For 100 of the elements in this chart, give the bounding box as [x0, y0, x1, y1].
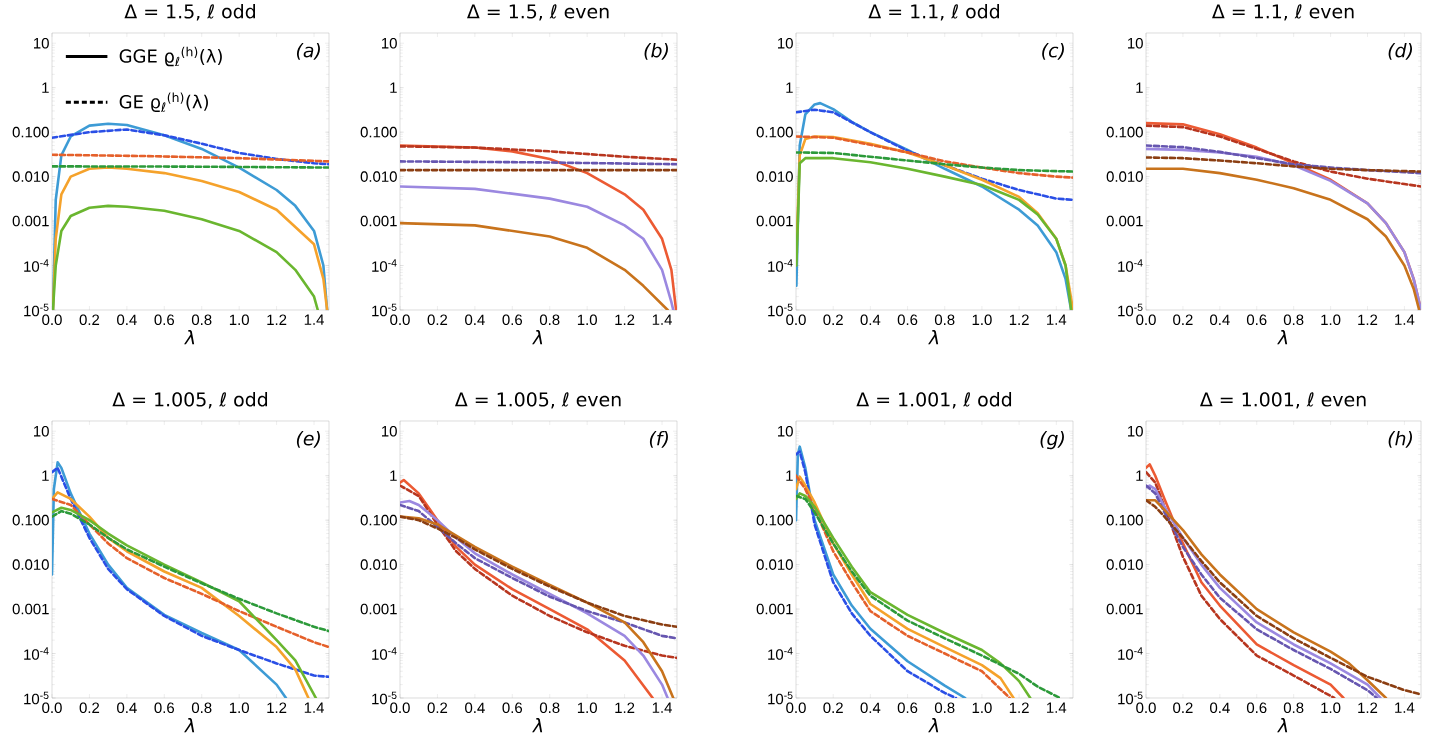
y-tick-label: 1 — [390, 82, 397, 93]
x-tick-label: 0.6 — [502, 314, 523, 326]
x-axis-title: λ — [1277, 717, 1288, 733]
y-tick-label: 0.010 — [360, 559, 397, 570]
x-tick-label: 0.8 — [934, 702, 955, 714]
x-tick-label: 1.4 — [652, 314, 672, 325]
x-tick-label: 1.4 — [1395, 702, 1415, 713]
annotation: (g) — [1040, 430, 1064, 450]
x-tick-label: 0.6 — [1246, 702, 1267, 714]
x-tick-label: 0.8 — [1283, 314, 1304, 326]
y-tick-label: 0.010 — [1106, 171, 1143, 182]
y-tick-label: 10$^{-4}$ — [372, 647, 397, 660]
y-tick-label: 1 — [42, 82, 49, 93]
y-tick-label: 10 — [778, 37, 793, 49]
y-tick-label: 1 — [1136, 470, 1143, 481]
x-tick-label: 0.6 — [897, 314, 918, 326]
x-tick-label: 0.4 — [860, 314, 881, 326]
x-axis-title: λ — [532, 329, 543, 345]
y-tick-label: 0.010 — [1106, 559, 1143, 570]
annotation: GE ϱ$_{ℓ}$$^{(h)}$(λ) — [119, 92, 208, 112]
x-axis-title: λ — [532, 717, 543, 733]
x-tick-label: 0.4 — [117, 314, 137, 326]
x-tick-label: 0.2 — [823, 314, 843, 326]
x-tick-label: 0.2 — [823, 702, 843, 714]
chart-title: Δ = 1.5, ℓ even — [466, 4, 609, 21]
y-tick-label: 10$^{-4}$ — [24, 647, 49, 660]
y-tick-label: 0.001 — [12, 603, 49, 615]
x-tick-label: 1.4 — [652, 702, 672, 713]
x-tick-label: 0.4 — [465, 314, 485, 326]
y-tick-label: 0.001 — [360, 603, 397, 615]
y-tick-label: 10$^{-4}$ — [1118, 259, 1143, 272]
y-tick-label: 0.100 — [360, 126, 397, 138]
x-tick-label: 0.6 — [154, 314, 175, 326]
x-tick-label: 0.8 — [539, 702, 560, 714]
y-tick-label: 0.100 — [1106, 126, 1143, 138]
x-tick-label: 1.2 — [1009, 702, 1029, 713]
y-tick-label: 0.100 — [1106, 514, 1143, 526]
x-tick-label: 0.2 — [79, 314, 100, 326]
x-tick-label: 1.2 — [1358, 314, 1378, 325]
annotation: (e) — [296, 430, 320, 448]
x-tick-label: 0.4 — [465, 702, 485, 714]
y-tick-label: 0.010 — [756, 171, 793, 182]
y-tick-label: 10 — [778, 425, 793, 437]
x-axis-title: λ — [1277, 329, 1288, 345]
chart-title: Δ = 1.001, ℓ even — [1199, 392, 1366, 409]
annotation: GGE ϱ$_{ℓ}$$^{(h)}$(λ) — [119, 46, 222, 67]
x-tick-label: 1.0 — [1321, 314, 1341, 326]
annotation: (d) — [1388, 42, 1413, 60]
x-tick-label: 0.4 — [117, 702, 137, 714]
annotation: (f) — [649, 430, 668, 448]
y-tick-label: 1 — [42, 470, 49, 481]
x-tick-label: 1.4 — [304, 314, 324, 325]
y-tick-label: 10$^{-4}$ — [768, 647, 793, 660]
x-tick-label: 1.2 — [267, 314, 287, 325]
annotation: (b) — [644, 42, 668, 60]
y-tick-label: 0.010 — [12, 559, 49, 570]
x-tick-label: 0.2 — [427, 314, 448, 326]
y-tick-label: 0.100 — [756, 514, 793, 526]
chart-title: Δ = 1.1, ℓ odd — [868, 3, 999, 21]
x-tick-label: 0.8 — [934, 314, 955, 326]
x-tick-label: 1.4 — [304, 702, 324, 713]
x-tick-label: 1.4 — [1047, 314, 1067, 325]
x-tick-label: 1.2 — [1358, 702, 1378, 713]
y-tick-label: 0.100 — [360, 514, 397, 526]
y-tick-label: 0.001 — [1106, 215, 1143, 227]
y-tick-label: 10 — [34, 37, 49, 49]
y-tick-label: 0.100 — [12, 514, 49, 526]
chart-title: Δ = 1.1, ℓ even — [1212, 4, 1354, 21]
y-tick-label: 10 — [34, 425, 49, 437]
x-tick-label: 0.8 — [191, 702, 212, 714]
x-tick-label: 0.6 — [897, 702, 918, 714]
x-axis-title: λ — [928, 717, 939, 733]
x-tick-label: 0.8 — [191, 314, 212, 326]
x-tick-label: 0.2 — [1173, 314, 1193, 326]
y-tick-label: 0.001 — [1106, 603, 1143, 615]
x-tick-label: 1.0 — [577, 314, 597, 326]
y-tick-label: 0.010 — [12, 171, 49, 182]
x-axis-title: λ — [184, 329, 195, 345]
y-tick-label: 10$^{-4}$ — [24, 259, 49, 272]
x-tick-label: 0.8 — [1283, 702, 1304, 714]
x-tick-label: 1.4 — [1047, 702, 1067, 713]
x-tick-label: 0.6 — [1246, 314, 1267, 326]
x-tick-label: 0.4 — [1210, 314, 1230, 326]
y-tick-label: 1 — [390, 470, 397, 481]
x-tick-label: 1.0 — [577, 702, 597, 714]
x-tick-label: 1.2 — [1009, 314, 1029, 325]
x-tick-label: 1.0 — [972, 702, 992, 714]
x-tick-label: 0.2 — [1173, 702, 1193, 714]
y-tick-label: 0.001 — [12, 215, 49, 227]
y-tick-label: 0.001 — [756, 215, 793, 227]
y-tick-label: 0.001 — [756, 603, 793, 615]
x-tick-label: 1.4 — [1395, 314, 1415, 325]
y-tick-label: 10 — [382, 425, 397, 437]
x-tick-label: 1.0 — [229, 702, 249, 714]
y-tick-label: 0.100 — [12, 126, 49, 138]
x-tick-label: 1.2 — [615, 314, 635, 325]
y-tick-label: 0.100 — [756, 126, 793, 138]
x-tick-label: 0.2 — [79, 702, 100, 714]
chart-title: Δ = 1.005, ℓ even — [454, 392, 621, 409]
y-tick-label: 0.010 — [360, 171, 397, 182]
